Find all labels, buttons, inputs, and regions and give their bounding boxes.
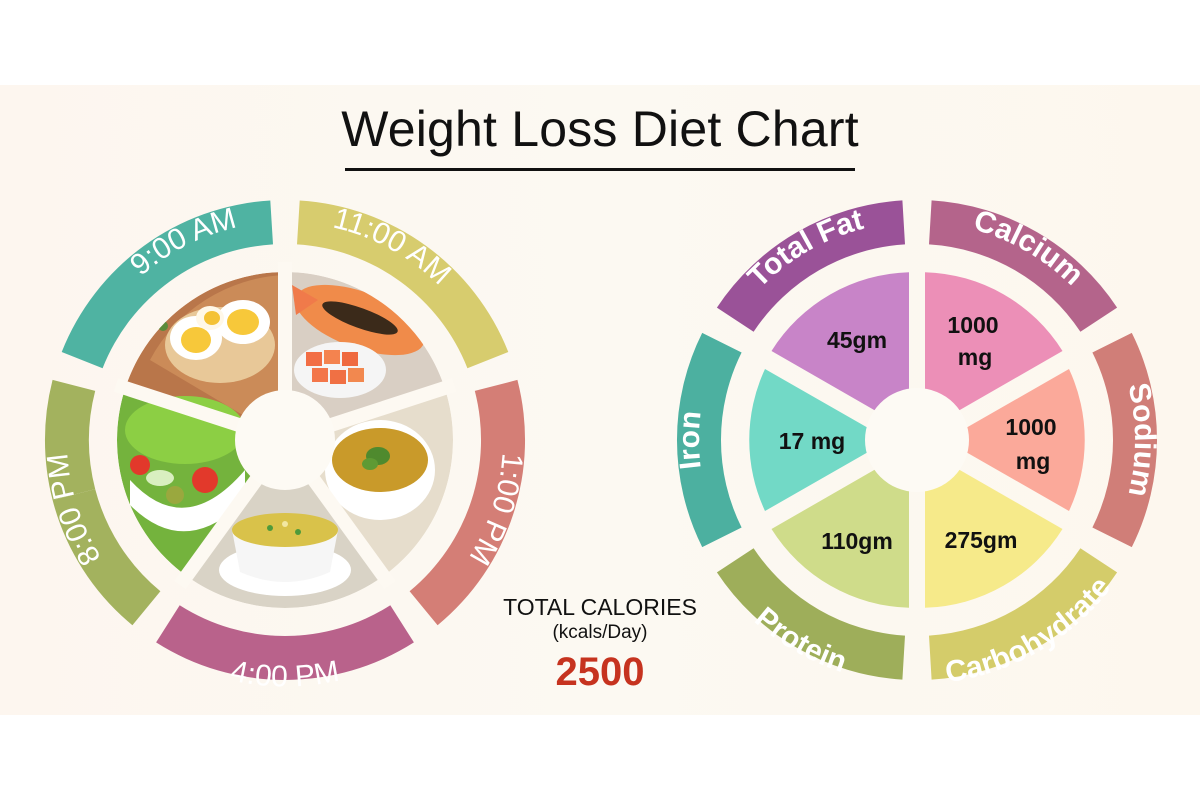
ring-segment-4pm — [156, 605, 414, 680]
ring-segment-total-fat — [716, 200, 905, 332]
value-iron: 17 mg — [779, 428, 845, 454]
title-underline — [345, 168, 855, 171]
ring-segment-iron — [676, 332, 742, 548]
meal-schedule-wheel: 9:00 AM 11:00 AM 1:00 PM 4:00 PM 8:00 PM — [41, 200, 529, 694]
ring-segment-9am — [61, 200, 274, 369]
ring-segment-protein — [716, 548, 905, 680]
value-total-fat: 45gm — [827, 327, 887, 353]
meal-time-label-4pm: 4:00 PM — [228, 655, 342, 694]
ring-segment-calcium — [929, 200, 1118, 332]
ring-segment-sodium — [1092, 332, 1158, 548]
total-calories-label: TOTAL CALORIES — [503, 594, 697, 620]
ring-segment-11am — [297, 200, 509, 369]
value-calcium-unit: mg — [958, 344, 993, 370]
food-wedge-soup — [186, 440, 384, 608]
page-title: Weight Loss Diet Chart — [341, 101, 859, 157]
total-calories-unit: (kcals/Day) — [552, 622, 648, 643]
value-calcium-number: 1000 — [947, 312, 998, 338]
ring-segment-8pm — [52, 489, 161, 626]
value-sodium-number: 1000 — [1005, 414, 1056, 440]
ring-segment-carbohydrate — [929, 548, 1118, 680]
value-protein: 110gm — [821, 528, 893, 554]
wedge-total-fat — [771, 272, 909, 430]
value-sodium-unit: mg — [1016, 448, 1051, 474]
food-wedge-dal — [285, 388, 453, 576]
wedge-carbohydrate — [925, 450, 1063, 608]
ring-segment-8pm-ext — [44, 379, 96, 501]
wedge-iron — [749, 369, 903, 511]
center-hole — [865, 388, 969, 492]
wedge-sodium — [931, 369, 1085, 511]
value-carbohydrate: 275gm — [945, 527, 1018, 553]
center-hole — [235, 390, 335, 490]
total-calories-value: 2500 — [555, 650, 645, 694]
ring-segment-1pm — [409, 379, 526, 626]
wedge-calcium — [925, 272, 1063, 440]
nutrient-wheel: 45gm 1000 mg 1000 mg 275gm 110gm 17 mg C… — [673, 200, 1161, 689]
wedge-protein — [771, 450, 909, 608]
